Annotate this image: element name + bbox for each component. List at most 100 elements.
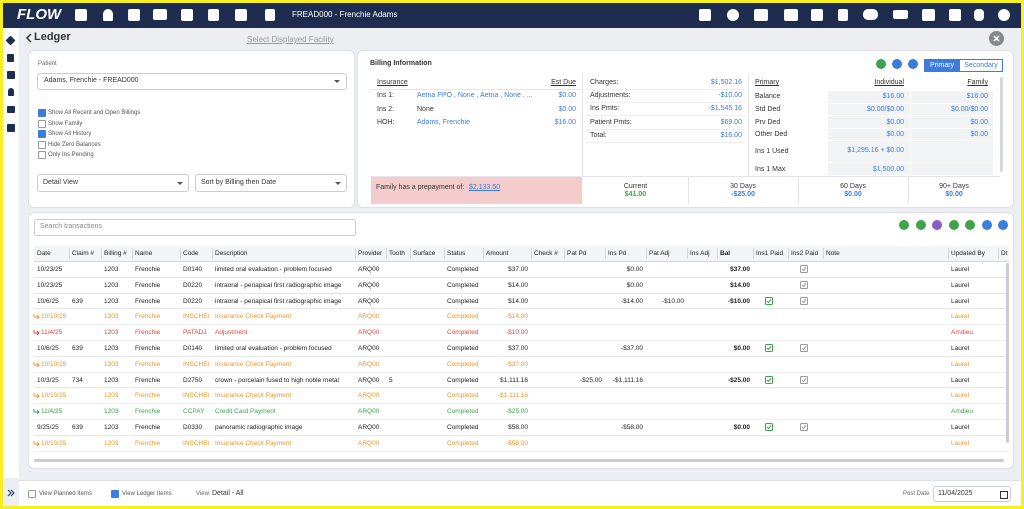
checkbox[interactable] bbox=[111, 490, 119, 498]
toolbar-icon[interactable] bbox=[974, 9, 984, 21]
toolbar-icon[interactable] bbox=[949, 9, 961, 21]
sidebar-icon[interactable] bbox=[7, 124, 15, 132]
column-header[interactable]: Bal bbox=[720, 249, 752, 259]
column-header[interactable]: Ins Adj bbox=[690, 249, 716, 259]
toolbar-icon[interactable] bbox=[922, 9, 935, 21]
select-value: Detail View bbox=[43, 178, 78, 188]
cell: intraoral - periapical first radiographi… bbox=[215, 297, 352, 307]
calendar-icon[interactable] bbox=[128, 9, 140, 21]
column-header[interactable]: Pat Pd bbox=[567, 249, 604, 259]
column-header[interactable]: Ins2 Paid bbox=[791, 249, 822, 259]
payment-icon[interactable] bbox=[235, 9, 247, 21]
checkbox[interactable] bbox=[38, 151, 46, 159]
ins-box[interactable] bbox=[800, 344, 808, 352]
post-date-input[interactable]: 11/04/2025 bbox=[933, 486, 1011, 502]
action-icon[interactable] bbox=[876, 59, 886, 69]
patient-select[interactable]: Adams, Frenchie - FREAD000 bbox=[37, 73, 347, 90]
column-header[interactable]: Dt bbox=[1001, 249, 1014, 259]
column-header[interactable]: Code bbox=[183, 249, 211, 259]
column-header[interactable]: Status bbox=[447, 249, 482, 259]
cell: Completed bbox=[447, 344, 480, 354]
toolbar-button[interactable] bbox=[949, 220, 959, 230]
column-header[interactable]: Amount bbox=[486, 249, 530, 259]
toolbar-icon[interactable] bbox=[838, 9, 848, 21]
sidebar-icon[interactable] bbox=[7, 54, 14, 62]
column-header[interactable]: Provider bbox=[358, 249, 385, 259]
toolbar-button[interactable] bbox=[899, 220, 909, 230]
toolbar-icon[interactable] bbox=[699, 9, 711, 21]
checkbox[interactable] bbox=[38, 120, 46, 128]
toolbar-icon[interactable] bbox=[784, 9, 798, 21]
action-icon[interactable] bbox=[908, 59, 918, 69]
column-divider bbox=[717, 248, 718, 259]
tools-icon[interactable] bbox=[181, 9, 193, 21]
column-header[interactable]: Updated By bbox=[951, 249, 997, 259]
view-select[interactable]: Sort by Billing then Date bbox=[195, 174, 347, 192]
column-header[interactable]: Name bbox=[135, 249, 179, 259]
ins-box[interactable] bbox=[800, 376, 808, 384]
expand-icon[interactable] bbox=[7, 489, 15, 501]
column-header[interactable]: Date bbox=[37, 249, 68, 259]
toolbar-button[interactable] bbox=[982, 220, 992, 230]
sidebar-icon[interactable] bbox=[7, 106, 15, 113]
sidebar-icon[interactable] bbox=[6, 36, 16, 46]
prepayment-amount[interactable]: $2,133.50 bbox=[469, 183, 500, 193]
tab[interactable]: Secondary bbox=[959, 59, 1003, 72]
facility-select[interactable]: Select Displayed Facility bbox=[247, 35, 334, 44]
checkbox[interactable] bbox=[38, 141, 46, 149]
cell: $14.00 bbox=[720, 281, 750, 291]
toolbar-button[interactable] bbox=[932, 220, 942, 230]
ins-box[interactable] bbox=[800, 297, 808, 305]
toolbar-icon[interactable] bbox=[863, 9, 878, 20]
toolbar-button[interactable] bbox=[916, 220, 926, 230]
column-header[interactable]: Surface bbox=[413, 249, 443, 259]
column-header[interactable]: Description bbox=[215, 249, 354, 259]
row-line bbox=[34, 435, 1009, 436]
column-header[interactable]: Claim # bbox=[72, 249, 100, 259]
column-header[interactable]: Note bbox=[826, 249, 947, 259]
toolbar-icon[interactable] bbox=[811, 9, 823, 21]
checkbox[interactable] bbox=[38, 130, 46, 138]
rx-icon[interactable] bbox=[208, 9, 219, 21]
action-icon[interactable] bbox=[892, 59, 902, 69]
ins-paid-check[interactable] bbox=[765, 376, 773, 384]
ins-paid-check[interactable] bbox=[765, 344, 773, 352]
ins-box[interactable] bbox=[800, 281, 808, 289]
cell: $37.00 bbox=[486, 344, 528, 354]
toolbar-icon[interactable] bbox=[754, 9, 768, 21]
tab[interactable]: Primary bbox=[924, 59, 960, 72]
ins-box[interactable] bbox=[800, 423, 808, 431]
cell: 10/3/25 bbox=[37, 376, 66, 386]
cell: PATADJ bbox=[183, 328, 209, 338]
sidebar-icon[interactable] bbox=[8, 88, 14, 96]
search-box[interactable]: Search transactions bbox=[34, 219, 356, 236]
chart-icon[interactable] bbox=[265, 9, 275, 21]
column-header[interactable]: Pat Adj bbox=[649, 249, 686, 259]
ins-box[interactable] bbox=[800, 265, 808, 273]
ins-paid-check[interactable] bbox=[765, 297, 773, 305]
toolbar-icon[interactable] bbox=[893, 10, 908, 19]
deductible-cell-bg bbox=[911, 141, 993, 162]
home-icon[interactable] bbox=[75, 9, 87, 21]
cell: 1203 bbox=[104, 312, 129, 322]
ins-paid-check[interactable] bbox=[765, 423, 773, 431]
column-header[interactable]: Ins Pd bbox=[608, 249, 645, 259]
close-button[interactable] bbox=[989, 31, 1004, 46]
checkbox[interactable] bbox=[38, 109, 46, 117]
toolbar-button[interactable] bbox=[965, 220, 975, 230]
view-select[interactable]: Detail View bbox=[37, 174, 189, 192]
column-header[interactable]: Tooth bbox=[389, 249, 409, 259]
column-header[interactable]: Billing # bbox=[104, 249, 131, 259]
checkbox[interactable] bbox=[28, 490, 36, 498]
column-header[interactable]: Ins1 Paid bbox=[756, 249, 787, 259]
register-icon[interactable] bbox=[153, 9, 167, 20]
back-arrow[interactable] bbox=[25, 33, 33, 43]
settings-icon[interactable] bbox=[998, 9, 1010, 21]
toolbar-button[interactable] bbox=[998, 220, 1008, 230]
column-divider bbox=[998, 248, 999, 259]
view-value[interactable]: Detail - All bbox=[212, 489, 244, 499]
column-header[interactable]: Check # bbox=[534, 249, 563, 259]
toolbar-icon[interactable] bbox=[727, 9, 739, 21]
patient-icon[interactable] bbox=[103, 9, 113, 21]
sidebar-icon[interactable] bbox=[7, 71, 15, 79]
